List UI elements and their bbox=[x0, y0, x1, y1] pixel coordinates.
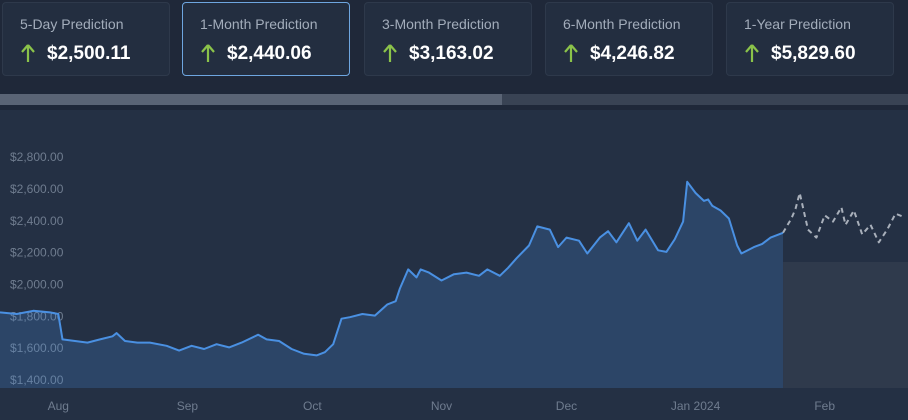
prediction-card[interactable]: 6-Month Prediction $4,246.82 bbox=[545, 2, 713, 76]
y-tick-label: $2,400.00 bbox=[10, 214, 64, 228]
y-tick-label: $2,200.00 bbox=[10, 246, 64, 260]
prediction-card[interactable]: 1-Month Prediction $2,440.06 bbox=[182, 2, 350, 76]
x-tick-label: Aug bbox=[48, 399, 69, 413]
card-value: $2,500.11 bbox=[47, 43, 131, 64]
prediction-cards: 5-Day Prediction $2,500.11 1-Month Predict… bbox=[0, 0, 908, 82]
up-arrow-icon bbox=[564, 44, 578, 62]
card-label: 1-Month Prediction bbox=[200, 16, 318, 32]
card-value: $3,163.02 bbox=[409, 43, 494, 64]
card-label: 3-Month Prediction bbox=[382, 16, 500, 32]
x-tick-label: Dec bbox=[556, 399, 577, 413]
prediction-card[interactable]: 1-Year Prediction $5,829.60 bbox=[726, 2, 894, 76]
up-arrow-icon bbox=[201, 44, 215, 62]
scroll-thumb[interactable] bbox=[0, 94, 502, 105]
up-arrow-icon bbox=[21, 44, 35, 62]
prediction-card[interactable]: 5-Day Prediction $2,500.11 bbox=[2, 2, 170, 76]
card-label: 5-Day Prediction bbox=[20, 16, 124, 32]
y-tick-label: $1,600.00 bbox=[10, 341, 64, 355]
y-tick-label: $2,800.00 bbox=[10, 150, 64, 164]
area bbox=[0, 181, 783, 388]
y-tick-label: $1,400.00 bbox=[10, 373, 64, 387]
forecast-region bbox=[783, 262, 908, 388]
x-tick-label: Oct bbox=[303, 399, 322, 413]
y-tick-label: $2,000.00 bbox=[10, 277, 64, 291]
x-tick-label: Sep bbox=[177, 399, 199, 413]
card-value: $4,246.82 bbox=[590, 43, 675, 64]
up-arrow-icon bbox=[745, 44, 759, 62]
x-tick-label: Jan 2024 bbox=[671, 399, 721, 413]
card-value: $5,829.60 bbox=[771, 43, 856, 64]
card-label: 6-Month Prediction bbox=[563, 16, 681, 32]
x-tick-label: Nov bbox=[431, 399, 452, 413]
plot-background bbox=[0, 110, 908, 420]
card-value: $2,440.06 bbox=[227, 43, 312, 64]
up-arrow-icon bbox=[383, 44, 397, 62]
y-tick-label: $2,600.00 bbox=[10, 182, 64, 196]
line bbox=[782, 192, 905, 244]
line bbox=[0, 180, 784, 357]
x-tick-label: Feb bbox=[814, 399, 835, 413]
card-label: 1-Year Prediction bbox=[744, 16, 851, 32]
prediction-card[interactable]: 3-Month Prediction $3,163.02 bbox=[364, 2, 532, 76]
